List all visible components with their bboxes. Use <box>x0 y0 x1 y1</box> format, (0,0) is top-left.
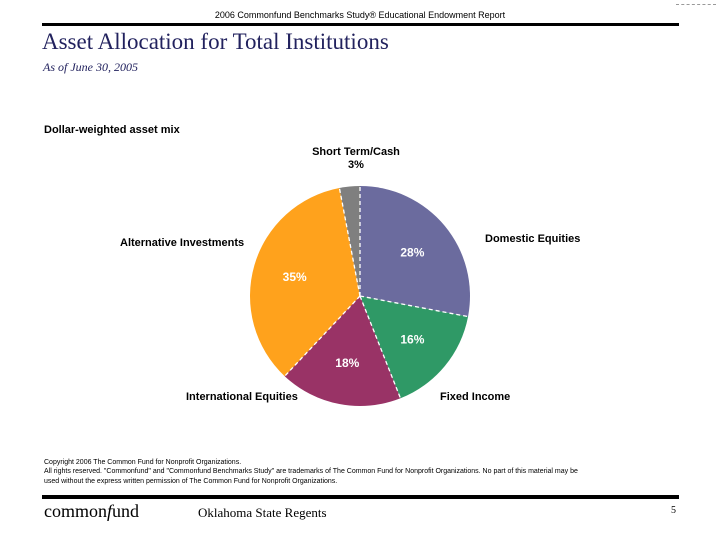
pie-pct-label: 16% <box>400 332 424 346</box>
page-number: 5 <box>671 505 676 516</box>
pie-label-fixed-income: Fixed Income <box>440 391 511 403</box>
corner-artifact <box>676 4 716 5</box>
footer-client-name: Oklahoma State Regents <box>198 505 327 520</box>
logo-text: und <box>112 501 140 521</box>
logo-text-italic: f <box>107 501 113 521</box>
pie-label-domestic-equities: Domestic Equities <box>485 233 581 245</box>
pie-pct-text: 3% <box>348 159 364 171</box>
pie-separator <box>359 295 469 318</box>
header-divider <box>42 23 679 26</box>
pie-label-international-equities: International Equities <box>186 391 298 403</box>
pie-separator <box>284 295 361 377</box>
report-header: 2006 Commonfund Benchmarks Study® Educat… <box>214 10 506 20</box>
pie-separator <box>359 295 402 399</box>
footer-divider <box>42 495 679 499</box>
pie-slice-3 <box>249 187 360 377</box>
chart-title: Dollar-weighted asset mix <box>44 124 180 136</box>
pie-pct-label: 28% <box>400 246 424 260</box>
copyright-line: used without the express written permiss… <box>44 477 338 485</box>
pie-slice-1 <box>360 296 469 399</box>
commonfund-logo: commonfund <box>44 501 139 522</box>
page-subtitle: As of June 30, 2005 <box>43 60 138 74</box>
copyright-line: Copyright 2006 The Common Fund for Nonpr… <box>44 459 242 466</box>
pie-slice-4 <box>339 186 360 296</box>
logo-text: common <box>44 501 107 521</box>
page-title: Asset Allocation for Total Institutions <box>42 29 389 54</box>
pie-slice-0 <box>360 186 470 317</box>
pie-label-alternative-investments: Alternative Investments <box>120 237 245 249</box>
pie-label-short-term-cash: Short Term/Cash 3% <box>290 146 422 171</box>
copyright-text: Copyright 2006 The Common Fund for Nonpr… <box>44 458 684 486</box>
copyright-line: All rights reserved. "Commonfund" and "C… <box>44 468 578 476</box>
pie-separator <box>338 187 361 297</box>
pie-label-text: Short Term/Cash <box>312 146 400 158</box>
pie-pct-label: 18% <box>335 356 359 370</box>
pie-slice-2 <box>284 296 401 407</box>
pie-pct-label: 35% <box>283 270 307 284</box>
